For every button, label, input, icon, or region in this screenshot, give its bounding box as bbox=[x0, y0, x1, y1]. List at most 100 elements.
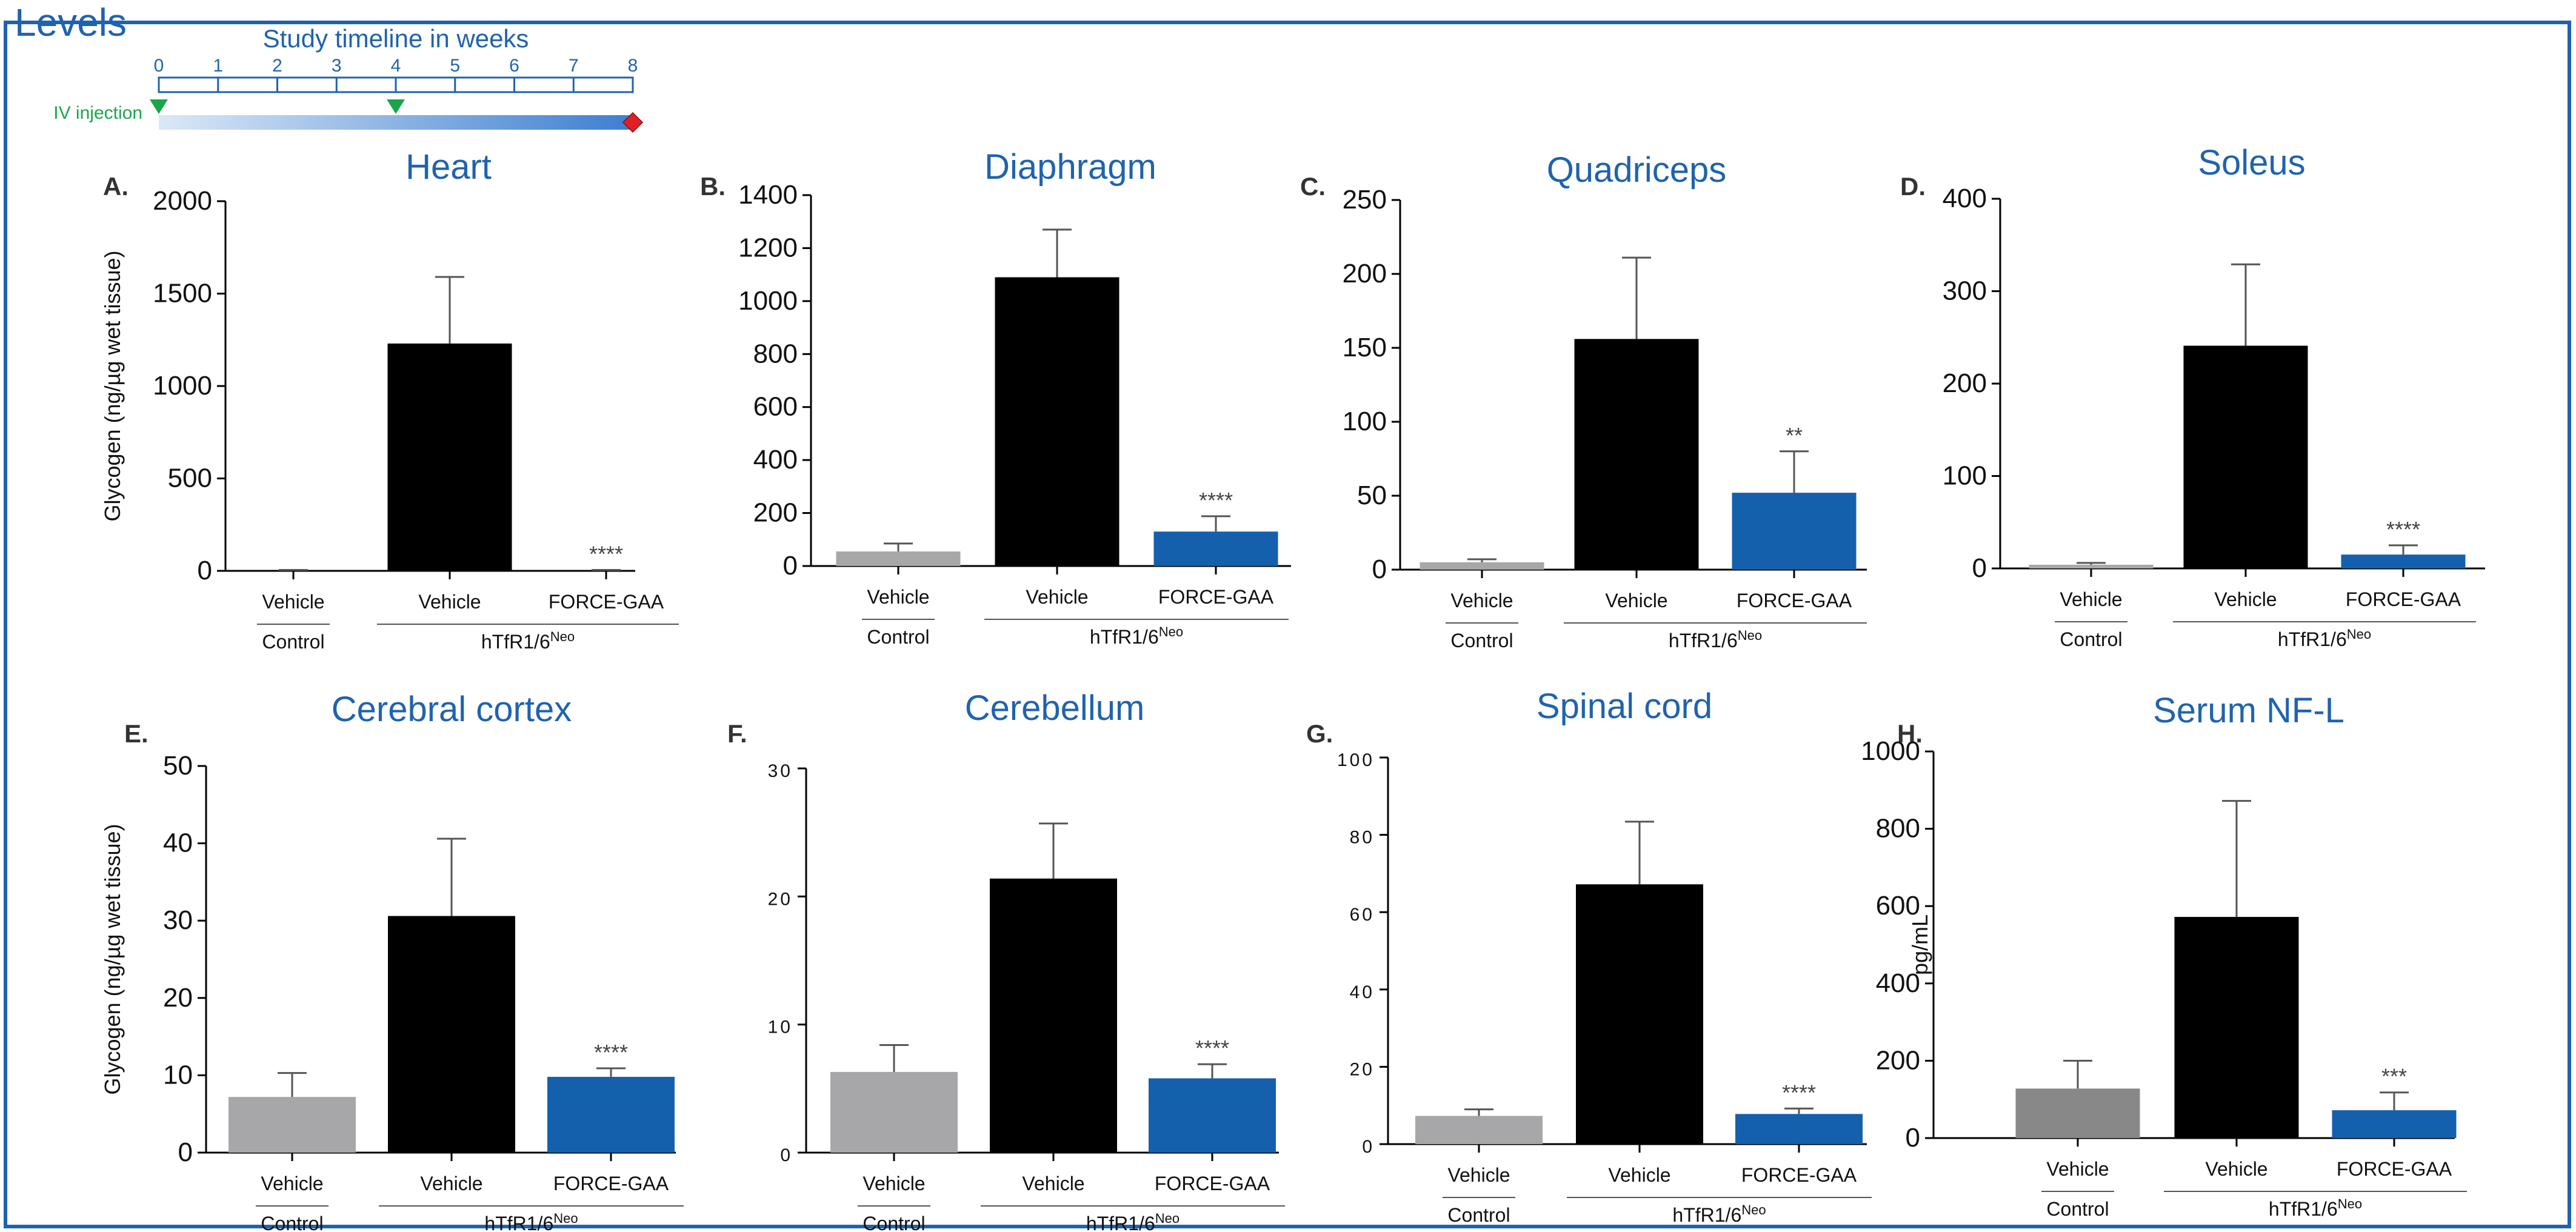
x-category-label: Vehicle bbox=[2214, 588, 2277, 610]
panel-letter: H. bbox=[1897, 719, 1923, 748]
y-tick-label: 0 bbox=[783, 551, 798, 581]
y-tick-label: 20 bbox=[768, 889, 793, 909]
bar bbox=[1576, 884, 1703, 1144]
chart-title: Diaphragm bbox=[984, 147, 1156, 187]
significance-label: ** bbox=[1786, 423, 1803, 448]
x-category-label: Vehicle bbox=[262, 591, 324, 613]
significance-label: **** bbox=[1195, 1036, 1229, 1061]
x-category-label: Vehicle bbox=[1605, 590, 1667, 611]
y-tick-label: 150 bbox=[1343, 333, 1387, 362]
bar bbox=[836, 551, 961, 566]
model-group-label: hTfR1/6Neo bbox=[1086, 1211, 1180, 1232]
injection-label: IV injection bbox=[53, 103, 142, 123]
model-label-main: hTfR1/6 bbox=[1669, 630, 1738, 651]
bar bbox=[1420, 562, 1544, 570]
y-tick-label: 1500 bbox=[153, 279, 212, 308]
y-tick-label: 10 bbox=[163, 1060, 193, 1090]
y-tick-label: 600 bbox=[753, 392, 798, 422]
injection-marker bbox=[387, 99, 405, 114]
y-tick-label: 500 bbox=[168, 464, 212, 493]
bar bbox=[1574, 339, 1699, 570]
model-group-label: hTfR1/6Neo bbox=[2278, 627, 2371, 650]
y-tick-label: 250 bbox=[1343, 185, 1387, 215]
x-category-label: Vehicle bbox=[420, 1173, 482, 1194]
bar bbox=[1149, 1078, 1276, 1153]
model-label-superscript: Neo bbox=[2347, 627, 2371, 642]
y-tick-label: 0 bbox=[1372, 554, 1387, 584]
timeline-week-label: 8 bbox=[628, 56, 638, 76]
timeline-week-label: 2 bbox=[272, 56, 282, 76]
panel-letter: G. bbox=[1306, 719, 1333, 748]
x-category-label: FORCE-GAA bbox=[2346, 588, 2461, 610]
y-tick-label: 100 bbox=[1337, 750, 1375, 770]
y-tick-label: 100 bbox=[1343, 407, 1387, 436]
y-tick-label: 40 bbox=[1350, 982, 1375, 1002]
control-group-label: Control bbox=[863, 1213, 925, 1232]
figure-title: Levels bbox=[15, 1, 127, 44]
chart-title: Spinal cord bbox=[1537, 687, 1712, 726]
panel-letter: E. bbox=[124, 719, 148, 748]
bar bbox=[1735, 1114, 1863, 1144]
y-tick-label: 0 bbox=[1362, 1137, 1375, 1157]
y-tick-label: 400 bbox=[1876, 968, 1920, 998]
timeline-week-label: 6 bbox=[509, 56, 519, 76]
model-label-main: hTfR1/6 bbox=[1086, 1213, 1155, 1232]
injection-marker bbox=[150, 99, 168, 114]
control-group-label: Control bbox=[1450, 630, 1513, 651]
bar bbox=[830, 1071, 958, 1153]
bar bbox=[2332, 1110, 2457, 1138]
model-group-label: hTfR1/6Neo bbox=[2269, 1196, 2362, 1220]
x-category-label: Vehicle bbox=[418, 591, 481, 613]
y-tick-label: 2000 bbox=[153, 186, 212, 216]
y-tick-label: 200 bbox=[1943, 368, 1987, 398]
x-category-label: Vehicle bbox=[1022, 1173, 1084, 1194]
significance-label: **** bbox=[2386, 517, 2420, 542]
x-category-label: FORCE-GAA bbox=[553, 1173, 669, 1194]
x-category-label: Vehicle bbox=[2046, 1158, 2109, 1180]
bar bbox=[1415, 1116, 1543, 1144]
y-axis-label: pg/mL bbox=[1907, 914, 1932, 975]
y-tick-label: 1400 bbox=[738, 180, 798, 210]
bar bbox=[547, 1076, 675, 1153]
model-label-main: hTfR1/6 bbox=[2278, 628, 2347, 650]
model-label-superscript: Neo bbox=[1741, 1202, 1766, 1217]
y-tick-label: 200 bbox=[1876, 1045, 1920, 1075]
y-tick-label: 800 bbox=[1876, 814, 1920, 844]
x-category-label: FORCE-GAA bbox=[1158, 586, 1274, 608]
model-label-main: hTfR1/6 bbox=[2269, 1198, 2338, 1220]
bar bbox=[1153, 531, 1278, 566]
y-tick-label: 10 bbox=[768, 1017, 793, 1037]
control-group-label: Control bbox=[867, 626, 929, 648]
bar bbox=[1732, 493, 1857, 570]
x-category-label: Vehicle bbox=[863, 1173, 925, 1194]
significance-label: **** bbox=[594, 1040, 628, 1065]
panel-letter: B. bbox=[700, 172, 726, 201]
y-tick-label: 1000 bbox=[153, 371, 212, 401]
chart-title: Cerebral cortex bbox=[332, 690, 572, 729]
panel-letter: A. bbox=[103, 172, 128, 201]
x-category-label: Vehicle bbox=[2060, 588, 2122, 610]
chart-panel: E. Cerebral cortex 0 10 20 30 40 50 Glycogen (ng… bbox=[100, 690, 684, 1232]
model-label-superscript: Neo bbox=[1738, 628, 1762, 643]
y-tick-label: 1200 bbox=[738, 233, 798, 262]
model-group-label: hTfR1/6Neo bbox=[1669, 628, 1762, 651]
y-tick-label: 200 bbox=[1343, 259, 1387, 288]
bar bbox=[990, 878, 1117, 1153]
chart-panel: G. Spinal cord 0 20 40 60 80 100 Vehicle Vehicle *… bbox=[1306, 687, 1872, 1226]
model-group-label: hTfR1/6Neo bbox=[1672, 1202, 1766, 1226]
model-label-superscript: Neo bbox=[550, 629, 575, 644]
y-tick-label: 20 bbox=[163, 983, 193, 1013]
model-label-main: hTfR1/6 bbox=[481, 631, 550, 653]
y-tick-label: 1000 bbox=[738, 286, 798, 316]
y-axis-label: Glycogen (ng/µg wet tissue) bbox=[100, 824, 125, 1095]
x-category-label: Vehicle bbox=[1608, 1164, 1670, 1186]
model-label-main: hTfR1/6 bbox=[1090, 626, 1159, 648]
figure-frame: Levels bbox=[4, 1, 2571, 1228]
y-tick-label: 0 bbox=[198, 556, 212, 585]
model-group-label: hTfR1/6Neo bbox=[484, 1211, 578, 1232]
x-category-label: FORCE-GAA bbox=[1155, 1173, 1270, 1194]
model-label-superscript: Neo bbox=[553, 1211, 578, 1226]
bar bbox=[2015, 1088, 2140, 1138]
model-group-label: hTfR1/6Neo bbox=[1090, 624, 1183, 648]
